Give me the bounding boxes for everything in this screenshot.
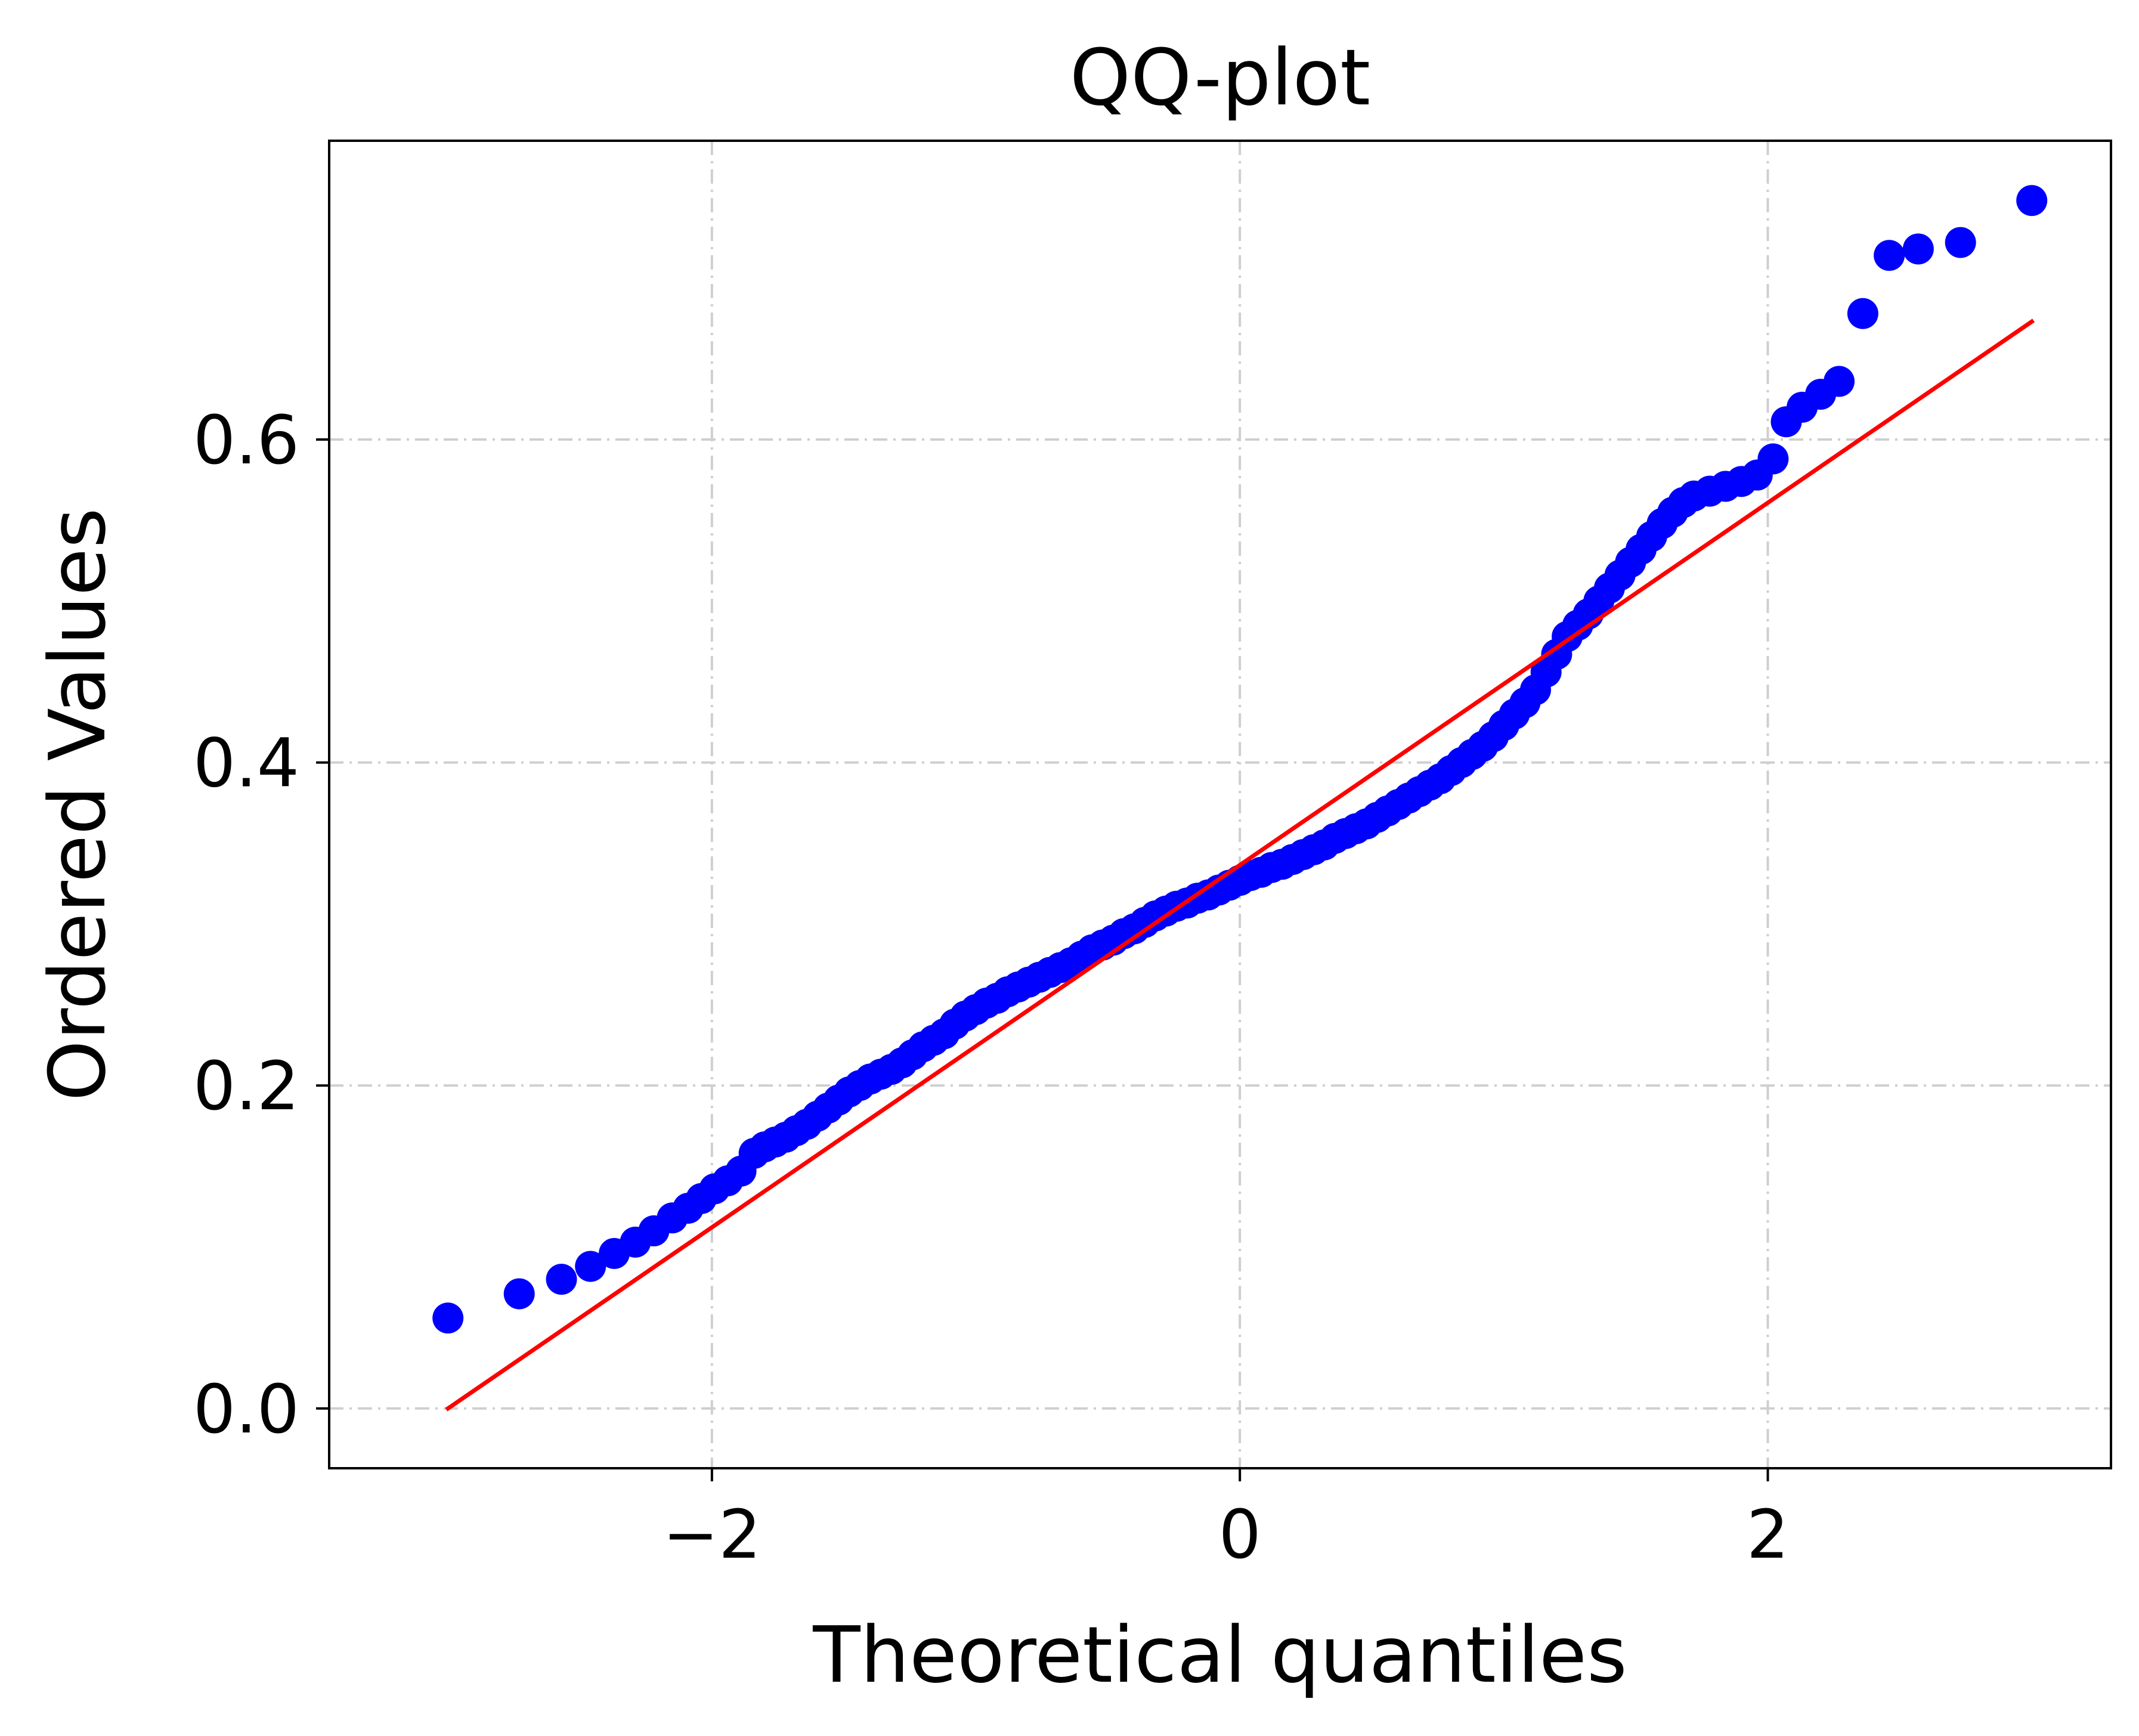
qq-point [1847, 298, 1878, 329]
qq-point [503, 1278, 535, 1310]
x-tick-label: 2 [1747, 1496, 1789, 1574]
chart-title: QQ-plot [1070, 32, 1370, 123]
fit-line-layer [445, 318, 2035, 1412]
x-tick-label: −2 [663, 1496, 761, 1574]
qq-point [1945, 227, 1976, 258]
x-axis-ticks: −2 0 2 [663, 1468, 1789, 1574]
x-axis-label: Theoretical quantiles [812, 1610, 1627, 1700]
y-tick-label: 0.4 [193, 725, 299, 803]
y-axis-ticks: 0.0 0.2 0.4 0.6 [193, 402, 329, 1449]
qq-point [575, 1251, 606, 1282]
grid [329, 141, 2111, 1468]
qq-point [546, 1264, 577, 1295]
qq-point [1874, 240, 1905, 271]
fit-line [445, 318, 2035, 1412]
y-tick-label: 0.0 [193, 1371, 299, 1449]
qq-point [1757, 443, 1789, 475]
y-tick-label: 0.2 [193, 1048, 299, 1125]
qq-point [1824, 366, 1855, 397]
y-axis-label: Ordered Values [32, 508, 123, 1101]
y-tick-label: 0.6 [193, 402, 299, 479]
points-layer [432, 185, 2048, 1334]
x-tick-label: 0 [1219, 1496, 1261, 1574]
qq-point [432, 1302, 464, 1334]
qq-point [1902, 233, 1934, 265]
plot-frame [328, 140, 2112, 1469]
qq-point [2016, 185, 2048, 216]
